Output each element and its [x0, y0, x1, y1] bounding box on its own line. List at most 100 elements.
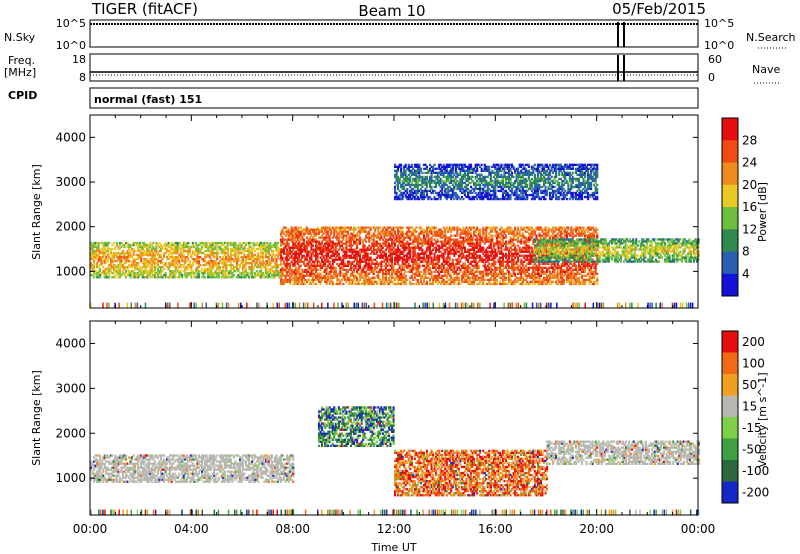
heatmap-cell: [438, 276, 441, 279]
heatmap-cell: [316, 244, 319, 247]
heatmap-cell: [508, 266, 511, 269]
heatmap-cell: [505, 240, 508, 243]
heatmap-cell: [176, 268, 179, 271]
heatmap-cell: [99, 251, 102, 255]
heatmap-cell: [272, 272, 275, 275]
heatmap-cell: [305, 272, 308, 275]
heatmap-cell: [196, 243, 199, 247]
heatmap-cell: [178, 276, 181, 279]
heatmap-cell: [228, 241, 231, 245]
heatmap-cell: [204, 243, 207, 247]
heatmap-cell: [327, 242, 330, 245]
heatmap-cell: [283, 238, 286, 241]
heatmap-cell: [359, 240, 362, 243]
heatmap-cell: [389, 248, 392, 251]
heatmap-cell: [280, 234, 283, 237]
heatmap-cell: [339, 268, 342, 271]
heatmap-cell: [524, 244, 527, 247]
heatmap-cell: [292, 276, 295, 279]
heatmap-cell: [129, 270, 132, 273]
heatmap-cell: [167, 243, 170, 247]
heatmap-cell: [524, 270, 527, 273]
heatmap-cell: [103, 253, 106, 257]
heatmap-cell: [476, 274, 479, 277]
heatmap-cell: [517, 252, 520, 255]
heatmap-cell: [498, 264, 501, 267]
heatmap-cell: [409, 238, 412, 241]
heatmap-cell: [141, 245, 144, 249]
heatmap-cell: [506, 254, 509, 257]
heatmap-cell: [301, 228, 304, 231]
heatmap-cell: [152, 266, 155, 269]
heatmap-cell: [325, 278, 328, 281]
heatmap-cell: [391, 240, 394, 243]
heatmap-cell: [129, 251, 132, 255]
heatmap-cell: [401, 266, 404, 269]
heatmap-cell: [315, 256, 318, 259]
heatmap-cell: [506, 270, 509, 273]
heatmap-cell: [235, 276, 238, 279]
heatmap-cell: [418, 246, 421, 249]
heatmap-cell: [392, 250, 395, 253]
heatmap-cell: [246, 262, 249, 265]
heatmap-cell: [146, 253, 149, 257]
heatmap-cell: [137, 253, 140, 257]
heatmap-cell: [140, 270, 143, 273]
heatmap-cell: [412, 266, 415, 269]
heatmap-cell: [277, 247, 280, 251]
heatmap-cell: [178, 258, 181, 261]
heatmap-cell: [550, 230, 553, 233]
heatmap-cell: [199, 241, 202, 245]
heatmap-cell: [359, 260, 362, 263]
heatmap-cell: [429, 226, 432, 229]
heatmap-cell: [181, 253, 184, 257]
heatmap-cell: [520, 274, 523, 277]
heatmap-cell: [302, 282, 305, 286]
heatmap-cell: [479, 244, 482, 247]
heatmap-cell: [251, 249, 254, 253]
heatmap-cell: [397, 236, 400, 239]
heatmap-cell: [216, 268, 219, 271]
heatmap-cell: [275, 241, 278, 245]
heatmap-cell: [349, 274, 352, 277]
heatmap-cell: [106, 253, 109, 257]
heatmap-cell: [176, 243, 179, 247]
heatmap-cell: [553, 272, 556, 275]
heatmap-cell: [245, 272, 248, 275]
heatmap-cell: [272, 274, 275, 277]
heatmap-cell: [518, 240, 521, 243]
heatmap-cell: [377, 254, 380, 257]
heatmap-cell: [155, 249, 158, 253]
heatmap-cell: [349, 266, 352, 269]
heatmap-cell: [436, 280, 439, 283]
heatmap-cell: [384, 268, 387, 271]
heatmap-cell: [467, 264, 470, 267]
heatmap-cell: [201, 272, 204, 275]
heatmap-cell: [384, 240, 387, 243]
heatmap-cell: [280, 278, 283, 281]
heatmap-cell: [287, 254, 290, 257]
heatmap-cell: [201, 247, 204, 251]
heatmap-cell: [353, 264, 356, 267]
heatmap-cell: [497, 272, 500, 275]
heatmap-cell: [486, 268, 489, 271]
heatmap-cell: [109, 262, 112, 265]
heatmap-cell: [384, 276, 387, 279]
heatmap-cell: [188, 247, 191, 251]
heatmap-cell: [419, 242, 422, 245]
heatmap-cell: [538, 266, 541, 269]
heatmap-cell: [193, 272, 196, 275]
heatmap-cell: [468, 272, 471, 275]
heatmap-cell: [321, 252, 324, 255]
heatmap-cell: [403, 280, 406, 283]
heatmap-cell: [175, 272, 178, 275]
heatmap-cell: [480, 236, 483, 239]
heatmap-cell: [381, 242, 384, 245]
heatmap-cell: [380, 254, 383, 257]
heatmap-cell: [213, 266, 216, 269]
heatmap-cell: [301, 242, 304, 245]
heatmap-cell: [415, 262, 418, 265]
heatmap-cell: [498, 236, 501, 239]
heatmap-cell: [311, 230, 314, 233]
heatmap-cell: [359, 226, 362, 229]
